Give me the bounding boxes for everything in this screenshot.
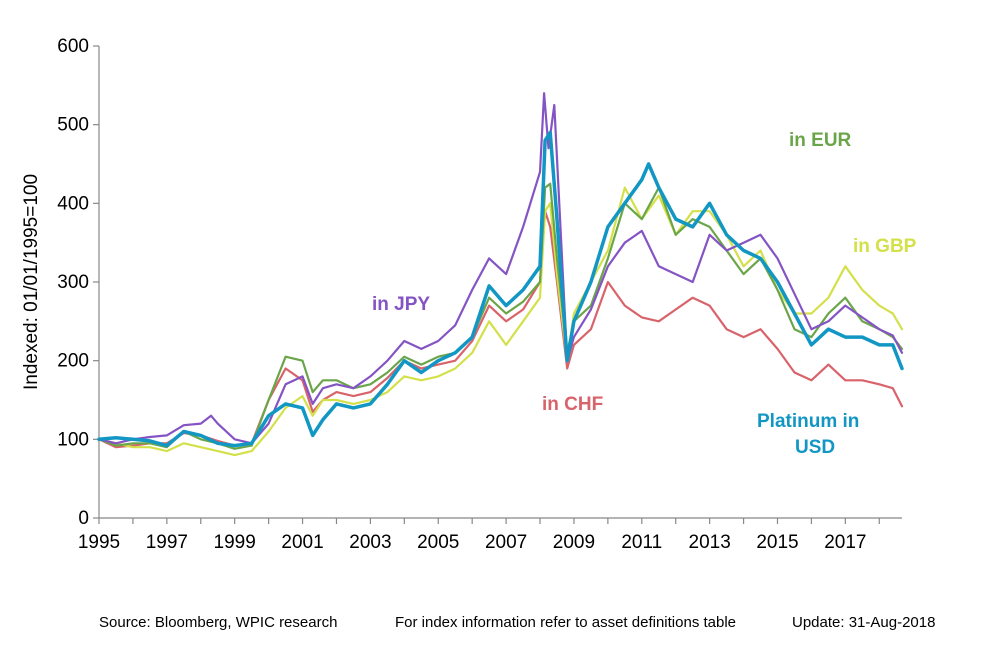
y-tick-label: 600	[57, 36, 89, 57]
footer-source: Source: Bloomberg, WPIC research	[99, 614, 338, 631]
x-tick-label: 2011	[621, 532, 662, 553]
x-tick-label: 2015	[756, 532, 798, 553]
x-tick-label: 2003	[349, 532, 391, 553]
series-layer	[97, 92, 904, 457]
x-ticks: 1995 1997 1999 2001 2003 2005 2007 2009 2011 2013…	[78, 518, 880, 553]
x-tick-label: 2009	[553, 532, 595, 553]
x-tick-label: 1999	[214, 532, 256, 553]
label-platinum-in: Platinum in	[757, 411, 859, 432]
x-tick-label: 2001	[281, 532, 323, 553]
y-tick-label: 500	[57, 115, 89, 136]
y-axis-label: Indexed: 01/01/1995=100	[21, 174, 42, 390]
series-line-platinum-in-usd	[97, 130, 904, 448]
y-tick-label: 100	[57, 429, 89, 450]
x-tick-label: 2005	[417, 532, 459, 553]
label-in-jpy: in JPY	[372, 294, 430, 315]
label-in-eur: in EUR	[789, 130, 852, 151]
footer-index-note: For index information refer to asset def…	[395, 614, 737, 631]
series-line-in-jpy	[97, 92, 904, 445]
x-tick-label: 1995	[78, 532, 120, 553]
label-in-chf: in CHF	[542, 394, 603, 415]
label-in-gbp: in GBP	[853, 236, 917, 257]
y-tick-label: 400	[57, 193, 89, 214]
axes: 0 100 200 300 400 500 600 1995 1997 1999 2001 2003…	[57, 36, 902, 553]
y-tick-label: 200	[57, 351, 89, 372]
footer-update: Update: 31-Aug-2018	[792, 614, 936, 631]
x-tick-label: 2007	[485, 532, 527, 553]
x-tick-label: 2013	[689, 532, 731, 553]
y-tick-label: 300	[57, 272, 89, 293]
y-tick-label: 0	[78, 508, 89, 529]
x-tick-label: 2017	[824, 532, 866, 553]
x-tick-label: 1997	[146, 532, 188, 553]
label-usd: USD	[795, 437, 835, 458]
y-ticks: 0 100 200 300 400 500 600	[57, 36, 99, 529]
